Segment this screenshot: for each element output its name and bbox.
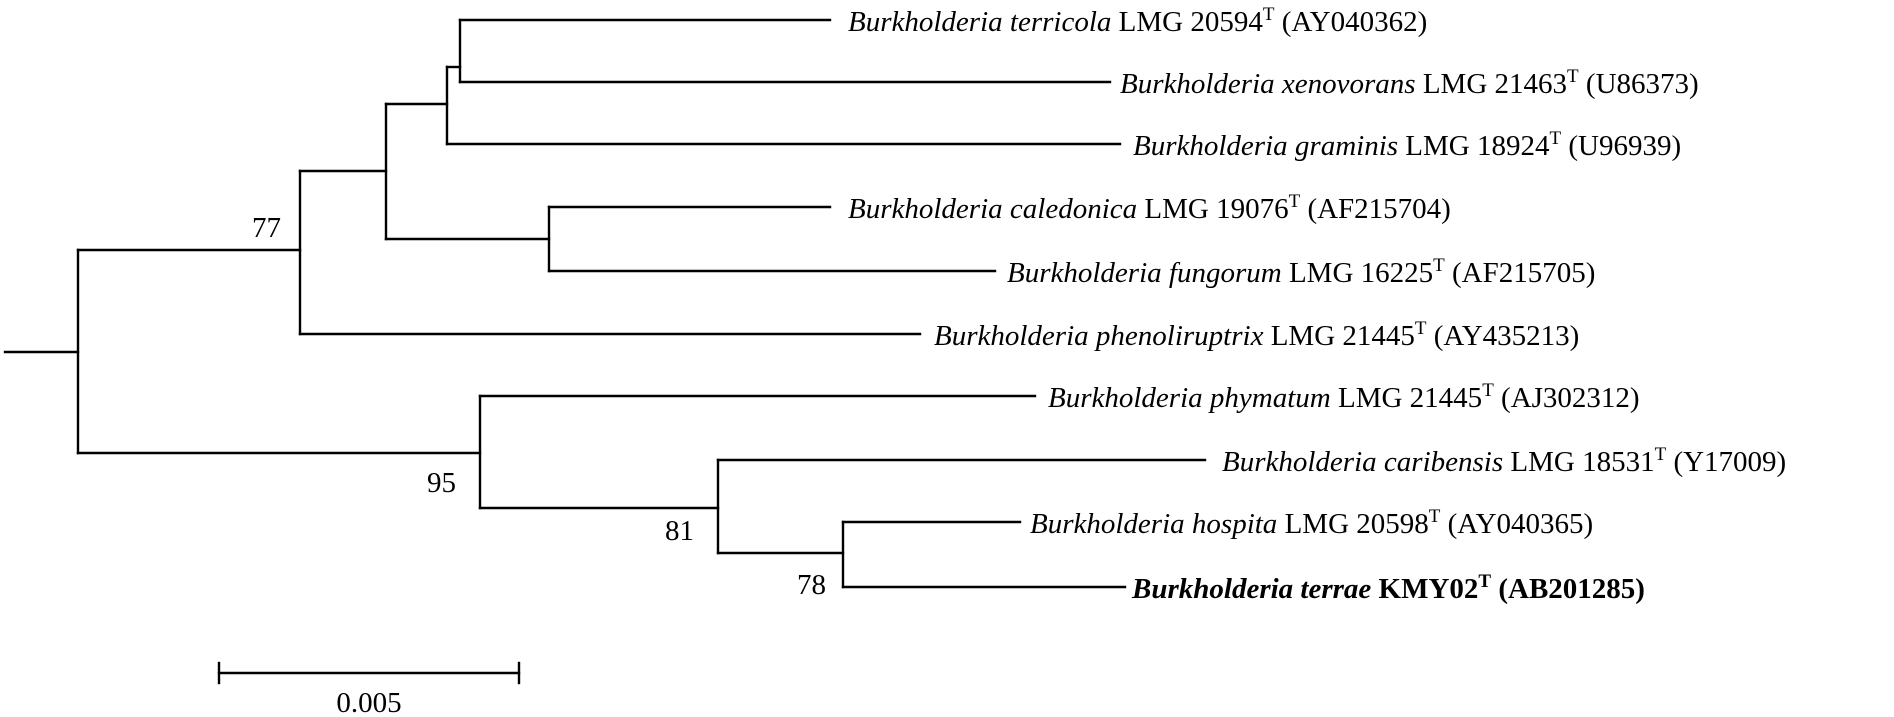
taxon-label-phymatum: Burkholderia phymatum LMG 21445T (AJ3023… [1048, 380, 1640, 414]
bootstrap-value-78: 78 [797, 569, 826, 601]
taxon-label-caribensis: Burkholderia caribensis LMG 18531T (Y170… [1222, 444, 1786, 478]
taxon-label-caledonica: Burkholderia caledonica LMG 19076T (AF21… [848, 191, 1451, 225]
taxon-label-terricola: Burkholderia terricola LMG 20594T (AY040… [848, 4, 1427, 38]
scale-bar: 0.005 [217, 661, 521, 717]
taxon-label-graminis: Burkholderia graminis LMG 18924T (U96939… [1133, 128, 1681, 162]
scale-bar-label: 0.005 [336, 687, 401, 717]
taxon-label-xenovorans: Burkholderia xenovorans LMG 21463T (U863… [1120, 66, 1699, 100]
bootstrap-value-95: 95 [427, 467, 456, 499]
bootstrap-values: 77 95 81 78 [252, 212, 826, 601]
bootstrap-value-77: 77 [252, 212, 281, 244]
taxon-label-fungorum: Burkholderia fungorum LMG 16225T (AF2157… [1007, 255, 1595, 289]
tree-branches [3, 18, 1207, 589]
taxon-label-phenoliruptrix: Burkholderia phenoliruptrix LMG 21445T (… [934, 318, 1579, 352]
taxon-label-terrae: Burkholderia terrae KMY02T (AB201285) [1131, 571, 1645, 605]
taxon-labels: Burkholderia terricola LMG 20594T (AY040… [848, 4, 1786, 605]
taxon-label-hospita: Burkholderia hospita LMG 20598T (AY04036… [1030, 506, 1593, 540]
bootstrap-value-81: 81 [665, 515, 694, 547]
